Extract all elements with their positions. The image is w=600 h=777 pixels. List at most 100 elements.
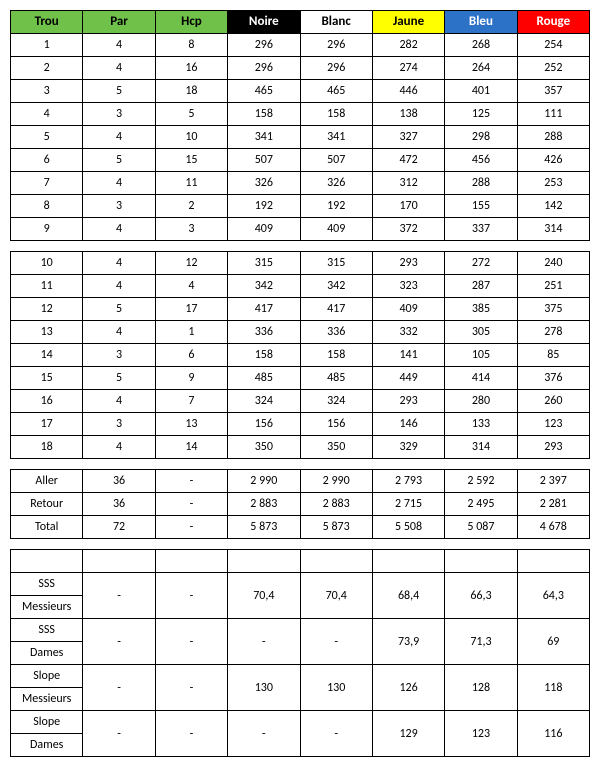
- cell: 253: [517, 172, 589, 195]
- cell: 17: [11, 413, 83, 436]
- slope-m-blanc: 130: [300, 665, 372, 711]
- cell: 342: [228, 275, 300, 298]
- cell: 9: [155, 367, 227, 390]
- cell: 5: [11, 126, 83, 149]
- cell: 170: [372, 195, 444, 218]
- table-row: Retour36-2 8832 8832 7152 4952 281: [11, 493, 590, 516]
- cell: 372: [372, 218, 444, 241]
- sss-m-label1: SSS: [11, 573, 83, 596]
- cell: 326: [300, 172, 372, 195]
- table-row: 148296296282268254: [11, 34, 590, 57]
- cell: 4: [83, 126, 155, 149]
- sss-d-label1: SSS: [11, 619, 83, 642]
- sss-m-rouge: 64,3: [517, 573, 589, 619]
- cell: 4: [83, 390, 155, 413]
- cell: 192: [300, 195, 372, 218]
- cell: 409: [300, 218, 372, 241]
- cell: 155: [445, 195, 517, 218]
- cell: 18: [11, 436, 83, 459]
- cell: 3: [11, 80, 83, 103]
- cell: 111: [517, 103, 589, 126]
- sss-d-noire: -: [228, 619, 300, 665]
- cell: 409: [372, 298, 444, 321]
- cell: 2 793: [372, 470, 444, 493]
- table-row: 6515507507472456426: [11, 149, 590, 172]
- cell: 3: [155, 218, 227, 241]
- cell: 138: [372, 103, 444, 126]
- cell: 11: [11, 275, 83, 298]
- col-jaune: Jaune: [372, 11, 444, 34]
- cell: 376: [517, 367, 589, 390]
- cell: 260: [517, 390, 589, 413]
- cell: 274: [372, 57, 444, 80]
- cell: 15: [11, 367, 83, 390]
- cell: 5: [83, 298, 155, 321]
- col-par: Par: [83, 11, 155, 34]
- cell: 278: [517, 321, 589, 344]
- cell: 5 873: [228, 516, 300, 539]
- cell: 16: [155, 57, 227, 80]
- cell: 314: [445, 436, 517, 459]
- cell: 314: [517, 218, 589, 241]
- table-row: Total72-5 8735 8735 5085 0874 678: [11, 516, 590, 539]
- scorecard-front: Trou Par Hcp Noire Blanc Jaune Bleu Roug…: [10, 10, 590, 241]
- sss-d-blanc: -: [300, 619, 372, 665]
- table-row: 1559485485449414376: [11, 367, 590, 390]
- cell: 357: [517, 80, 589, 103]
- sss-d-hcp: -: [155, 619, 227, 665]
- cell: 296: [300, 57, 372, 80]
- cell: 485: [228, 367, 300, 390]
- cell: 6: [11, 149, 83, 172]
- cell: 385: [445, 298, 517, 321]
- cell: 5 087: [445, 516, 517, 539]
- cell: Aller: [11, 470, 83, 493]
- cell: 133: [445, 413, 517, 436]
- cell: 350: [228, 436, 300, 459]
- cell: 288: [445, 172, 517, 195]
- cell: 146: [372, 413, 444, 436]
- cell: 323: [372, 275, 444, 298]
- cell: 2 990: [300, 470, 372, 493]
- cell: 6: [155, 344, 227, 367]
- cell: 18: [155, 80, 227, 103]
- cell: 341: [228, 126, 300, 149]
- slope-d-label2: Dames: [11, 734, 83, 757]
- cell: 4: [83, 321, 155, 344]
- cell: 5: [83, 367, 155, 390]
- cell: 5: [83, 149, 155, 172]
- cell: 293: [517, 436, 589, 459]
- table-row: 1647324324293280260: [11, 390, 590, 413]
- cell: 141: [372, 344, 444, 367]
- slope-d-par: -: [83, 711, 155, 757]
- cell: 156: [300, 413, 372, 436]
- cell: 401: [445, 80, 517, 103]
- cell: 3: [83, 413, 155, 436]
- table-row: 1341336336332305278: [11, 321, 590, 344]
- cell: 332: [372, 321, 444, 344]
- cell: 11: [155, 172, 227, 195]
- table-row: 18414350350329314293: [11, 436, 590, 459]
- cell: 449: [372, 367, 444, 390]
- cell: 105: [445, 344, 517, 367]
- cell: 12: [155, 252, 227, 275]
- cell: -: [155, 516, 227, 539]
- cell: 14: [11, 344, 83, 367]
- cell: 2 495: [445, 493, 517, 516]
- cell: 324: [228, 390, 300, 413]
- table-row: 1144342342323287251: [11, 275, 590, 298]
- cell: 4: [83, 436, 155, 459]
- slope-m-hcp: -: [155, 665, 227, 711]
- scorecard-back: 1041231531529327224011443423423232872511…: [10, 251, 590, 459]
- cell: 2 281: [517, 493, 589, 516]
- cell: 13: [11, 321, 83, 344]
- cell: -: [155, 493, 227, 516]
- slope-d-jaune: 129: [372, 711, 444, 757]
- cell: 252: [517, 57, 589, 80]
- slope-m-jaune: 126: [372, 665, 444, 711]
- cell: 125: [445, 103, 517, 126]
- cell: 296: [300, 34, 372, 57]
- table-row: 832192192170155142: [11, 195, 590, 218]
- cell: 3: [83, 103, 155, 126]
- sss-m-bleu: 66,3: [445, 573, 517, 619]
- cell: 9: [11, 218, 83, 241]
